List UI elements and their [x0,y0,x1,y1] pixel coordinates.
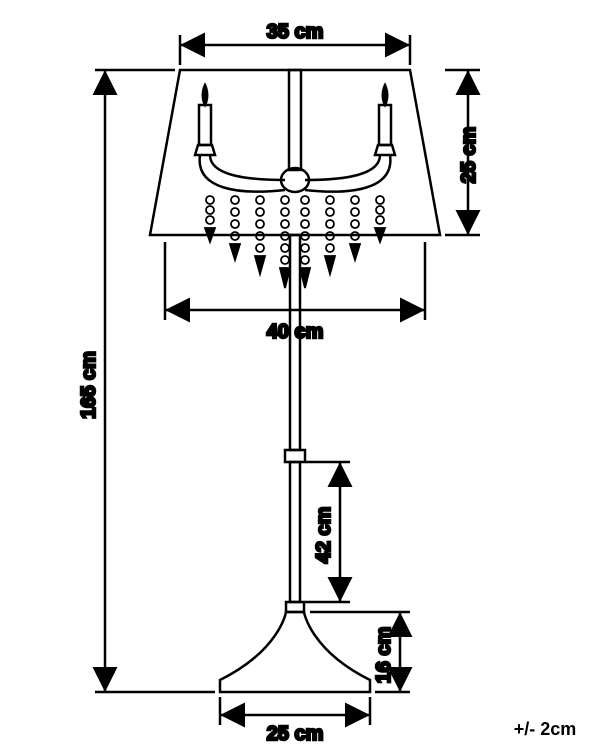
candles [199,85,391,145]
diagram-svg: 35 cm 25 cm 40 cm 165 cm 42 cm 16 cm 25 … [0,0,596,746]
pole-lower [290,462,300,602]
chandelier-arms [195,145,395,192]
dim-base-width: 25 cm [267,723,324,745]
dim-pole-lower: 42 cm [313,507,335,564]
lamp-diagram: 35 cm 25 cm 40 cm 165 cm 42 cm 16 cm 25 … [0,0,596,746]
lampshade [150,70,440,235]
crystal-beads [205,196,385,288]
dim-shade-height: 25 cm [458,127,480,184]
lamp-outline [150,70,440,692]
dim-total-height: 165 cm [78,351,100,419]
dim-arms-width: 40 cm [267,321,324,343]
dim-shade-top: 35 cm [267,21,324,43]
lamp-base [220,612,370,692]
tolerance-label: +/- 2cm [514,719,577,739]
pole-top [289,70,301,170]
dim-base-height: 16 cm [373,627,395,684]
